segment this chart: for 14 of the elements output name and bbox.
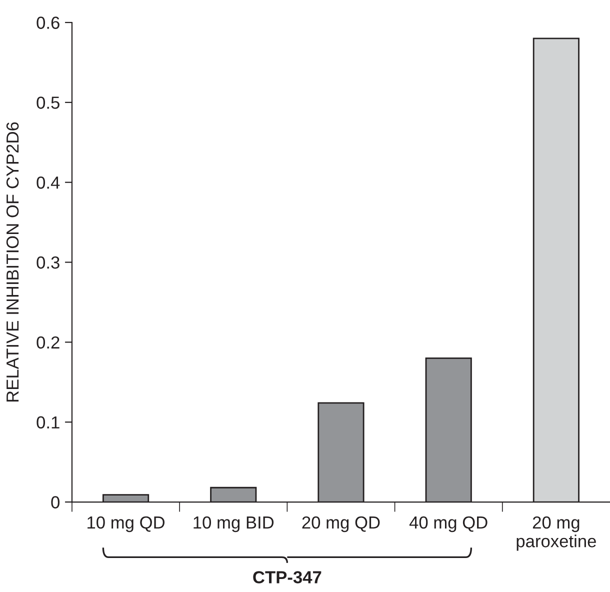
x-tick-label: 20 mg paroxetine [516, 516, 596, 551]
y-axis-title: RELATIVE INHIBITION OF CYP2D6 [6, 122, 19, 402]
x-tick-label: 10 mg BID [194, 516, 274, 532]
y-tick-label: 0.2 [36, 336, 60, 349]
text: CTP-347 [253, 571, 322, 584]
y-tick-label: 0 [51, 496, 60, 508]
y-tick-label: 0.1 [36, 416, 60, 429]
y-tick-label: 0.3 [36, 256, 60, 269]
y-tick-label: 0.6 [36, 16, 60, 29]
y-tick-label: 0.4 [36, 176, 60, 189]
x-tick-label: 40 mg QD [409, 516, 488, 532]
x-tick-label: 20 mg QD [302, 516, 380, 532]
x-tick-label: 10 mg QD [88, 516, 165, 532]
y-tick-label: 0.5 [36, 96, 60, 109]
